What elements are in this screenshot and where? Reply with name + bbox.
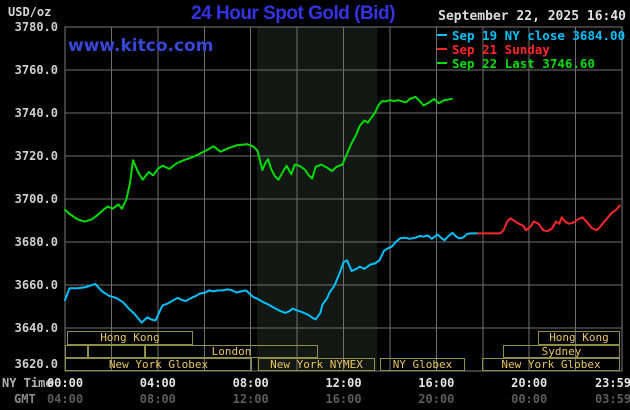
x-tick-ny-00:00: 00:00 [46,376,84,390]
session-box-hong-kong: Hong Kong [538,331,620,345]
legend-dash-icon [437,48,447,50]
x-tick-gmt-04:00: 04:00 [46,392,84,406]
series-sep21-sunday [477,204,621,235]
legend-dash-icon [437,62,447,64]
y-tick-3720.0: 3720.0 [14,149,58,163]
legend-item-sep21: Sep 21 Sunday [437,41,625,57]
x-tick-gmt-12:00: 12:00 [232,392,269,406]
y-tick-3660.0: 3660.0 [14,278,58,292]
y-tick-3620.0: 3620.0 [14,357,58,371]
chart-title: 24 Hour Spot Gold (Bid) [191,3,395,24]
y-tick-3700.0: 3700.0 [14,192,58,206]
y-tick-3740.0: 3740.0 [14,106,58,120]
y-tick-3780.0: 3780.0 [14,20,58,34]
y-axis-unit-label: USD/oz [8,5,52,19]
x-axis-gmt-label: GMT [14,392,36,406]
y-tick-3680.0: 3680.0 [14,235,58,249]
y-tick-3640.0: 3640.0 [14,321,58,335]
session-box-hong-kong: Hong Kong [67,331,193,345]
series-sep22-today [64,95,453,223]
x-tick-gmt-00:00: 00:00 [511,392,548,406]
x-tick-ny-20:00: 20:00 [511,376,548,390]
chart-datetime: September 22, 2025 16:40 [438,9,626,24]
session-box-new-york-nymex: New York NYMEX [258,358,375,371]
session-box-unlabeled [88,345,145,358]
x-tick-gmt-08:00: 08:00 [139,392,176,406]
session-box-new-york-globex: New York Globex [65,358,252,371]
x-axis-ny-time-label: NY Time [2,376,53,390]
session-box-new-york-globex: New York Globex [482,358,620,371]
x-tick-gmt-03:59: 03:59 [594,392,630,406]
x-tick-ny-23:59: 23:59 [594,376,630,390]
x-tick-gmt-16:00: 16:00 [325,392,362,406]
session-box-ny-globex: NY Globex [380,358,465,371]
legend-item-sep19: Sep 19 NY close 3684.00 [437,27,626,43]
legend-dash-icon [437,34,447,36]
session-box-sydney: Sydney [503,345,620,358]
y-tick-3760.0: 3760.0 [14,63,58,77]
x-tick-ny-04:00: 04:00 [139,376,176,390]
x-tick-ny-08:00: 08:00 [232,376,269,390]
x-tick-ny-12:00: 12:00 [325,376,362,390]
x-tick-ny-16:00: 16:00 [418,376,455,390]
legend-item-sep22: Sep 22 Last 3746.60 [437,55,625,71]
series-sep19-ny-close [64,231,480,324]
legend-label-sep21: Sep 21 Sunday [452,41,550,57]
legend-label-sep22: Sep 22 Last 3746.60 [452,55,595,71]
legend: Sep 19 NY close 3684.00 Sep 21 Sunday Se… [437,27,626,71]
x-tick-gmt-20:00: 20:00 [418,392,455,406]
legend-label-sep19: Sep 19 NY close 3684.00 [452,27,626,43]
kitco-watermark-link[interactable]: www.kitco.com [68,36,214,56]
session-box-unlabeled [65,345,88,358]
session-box-london: London [145,345,318,358]
plot-frame [64,26,623,372]
